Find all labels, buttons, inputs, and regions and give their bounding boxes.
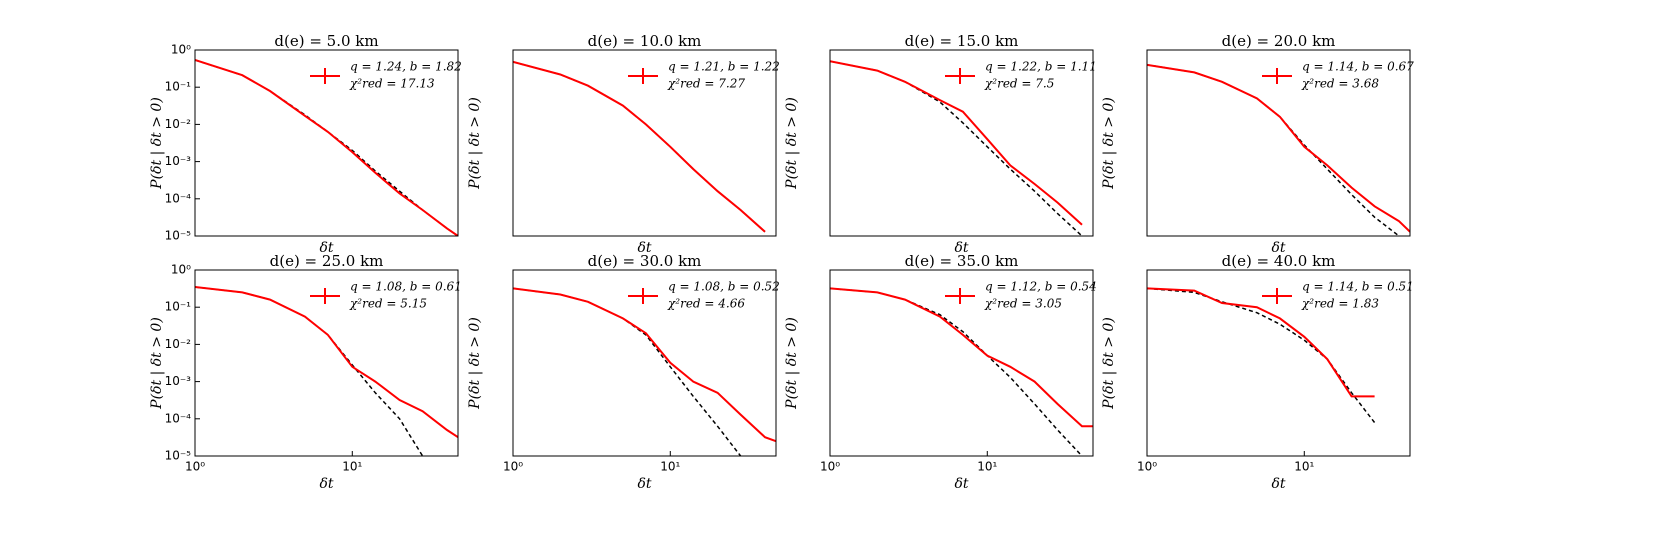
plot-frame: [512, 269, 777, 457]
legend-annotation: χ²red = 3.68: [1301, 77, 1379, 91]
y-tick-label: 10⁻²: [165, 117, 192, 131]
x-axis-label: δt: [954, 476, 968, 492]
legend-label: q = 1.08, b = 0.61: [350, 280, 462, 294]
data-line: [513, 287, 776, 443]
plot-frame: [829, 269, 1094, 457]
y-tick-label: 10⁻¹: [165, 80, 192, 94]
panel-title: d(e) = 40.0 km: [1222, 252, 1336, 270]
x-tick-label: 10¹: [342, 460, 362, 474]
data-line: [195, 286, 458, 439]
x-tick-label: 10¹: [660, 460, 680, 474]
x-axis-label: δt: [1271, 240, 1285, 256]
x-tick-label: 10¹: [977, 460, 997, 474]
y-tick-label: 10⁰: [171, 263, 191, 277]
x-tick-label: 10⁰: [185, 460, 205, 474]
panel-title: d(e) = 10.0 km: [588, 32, 702, 50]
legend-label: q = 1.08, b = 0.52: [668, 280, 780, 294]
plot-frame: [1146, 49, 1411, 237]
data-line: [513, 60, 766, 233]
legend-annotation: χ²red = 7.27: [667, 77, 745, 91]
y-axis-label: P(δt | δt > 0): [149, 317, 165, 410]
x-tick-label: 10⁰: [503, 460, 523, 474]
y-tick-label: 10⁰: [171, 43, 191, 57]
y-tick-label: 10⁻⁵: [165, 449, 192, 463]
y-axis-label: P(δt | δt > 0): [467, 317, 483, 410]
plot-frame: [194, 49, 459, 237]
x-axis-label: δt: [1271, 476, 1285, 492]
legend-annotation: χ²red = 17.13: [349, 77, 435, 91]
x-axis-label: δt: [319, 240, 333, 256]
legend-annotation: χ²red = 7.5: [984, 77, 1054, 91]
y-tick-label: 10⁻³: [165, 154, 192, 168]
x-tick-label: 10¹: [1294, 460, 1314, 474]
legend-label: q = 1.22, b = 1.11: [985, 60, 1097, 74]
panel-title: d(e) = 5.0 km: [274, 32, 378, 50]
panel-title: d(e) = 30.0 km: [588, 252, 702, 270]
legend-label: q = 1.14, b = 0.67: [1302, 60, 1414, 74]
y-tick-label: 10⁻¹: [165, 300, 192, 314]
data-line: [1147, 63, 1410, 233]
panel-title: d(e) = 15.0 km: [905, 32, 1019, 50]
x-tick-label: 10⁰: [820, 460, 840, 474]
legend-annotation: χ²red = 4.66: [667, 297, 745, 311]
legend-label: q = 1.12, b = 0.54: [985, 280, 1097, 294]
legend-label: q = 1.21, b = 1.22: [668, 60, 780, 74]
plot-frame: [512, 49, 777, 237]
plot-frame: [829, 49, 1094, 237]
fit-line: [195, 286, 424, 456]
data-line: [830, 60, 1083, 226]
y-tick-label: 10⁻⁴: [165, 411, 192, 425]
y-axis-label: P(δt | δt > 0): [784, 317, 800, 410]
legend-label: q = 1.14, b = 0.51: [1302, 280, 1414, 294]
panel-title: d(e) = 25.0 km: [270, 252, 384, 270]
y-tick-label: 10⁻²: [165, 337, 192, 351]
fit-line: [513, 287, 742, 456]
y-tick-label: 10⁻⁴: [165, 191, 192, 205]
panel-title: d(e) = 20.0 km: [1222, 32, 1336, 50]
panel-title: d(e) = 35.0 km: [905, 252, 1019, 270]
y-tick-label: 10⁻⁵: [165, 229, 192, 243]
fit-line: [830, 287, 1083, 456]
x-axis-label: δt: [637, 240, 651, 256]
data-line: [195, 59, 458, 236]
y-axis-label: P(δt | δt > 0): [467, 97, 483, 190]
y-axis-label: P(δt | δt > 0): [1101, 97, 1117, 190]
data-line: [830, 287, 1093, 428]
x-axis-label: δt: [954, 240, 968, 256]
x-axis-label: δt: [637, 476, 651, 492]
legend-annotation: χ²red = 1.83: [1301, 297, 1379, 311]
y-tick-label: 10⁻³: [165, 374, 192, 388]
data-line: [1147, 287, 1375, 398]
legend-annotation: χ²red = 5.15: [349, 297, 427, 311]
plot-frame: [194, 269, 459, 457]
y-axis-label: P(δt | δt > 0): [1101, 317, 1117, 410]
y-axis-label: P(δt | δt > 0): [149, 97, 165, 190]
plot-frame: [1146, 269, 1411, 457]
legend-annotation: χ²red = 3.05: [984, 297, 1062, 311]
x-axis-label: δt: [319, 476, 333, 492]
x-tick-label: 10⁰: [1137, 460, 1157, 474]
legend-label: q = 1.24, b = 1.82: [350, 60, 462, 74]
y-axis-label: P(δt | δt > 0): [784, 97, 800, 190]
